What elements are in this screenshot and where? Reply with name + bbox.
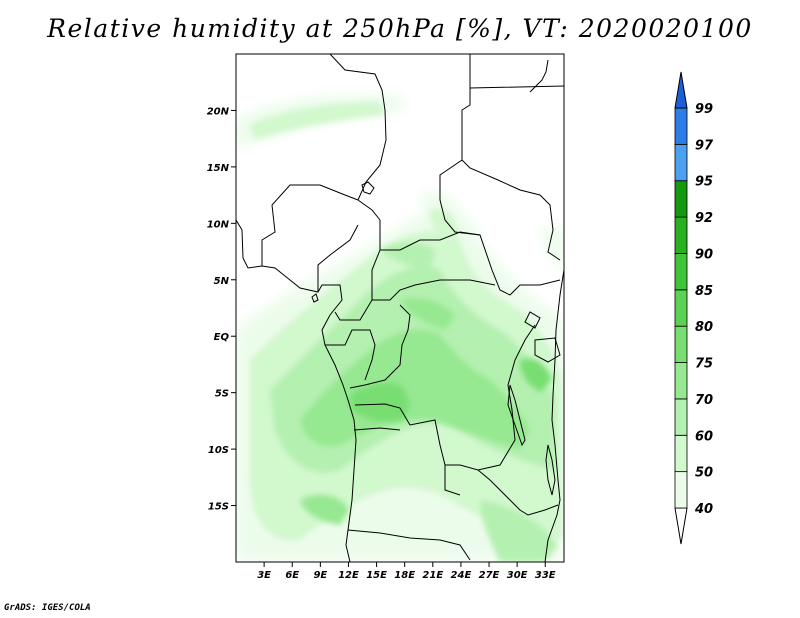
colorbar-level-label: 92 [695,211,713,226]
border-north [236,54,387,201]
colorbar-level-label: 60 [695,429,713,444]
colorbar-segment [674,216,688,254]
lake-malawi [545,444,556,496]
coastline-east [544,269,564,562]
lat-tick-label: 15N [207,163,230,174]
border-nigeria [261,184,359,292]
humidity-field [236,95,564,562]
colorbar-segment [674,289,688,327]
lon-tick-label: 24E [451,570,472,581]
colorbar-segment [674,434,688,473]
border-libya-egypt [439,54,481,236]
colorbar-level-label: 50 [695,466,713,481]
colorbar-segment [674,362,688,400]
border-chad-cameroon [334,199,381,321]
colorbar-segment [674,253,688,291]
colorbar-level-label: 99 [695,102,713,117]
lat-tick-label: 10N [207,219,230,230]
humidity-band-75 [350,358,552,422]
map-frame [235,53,565,563]
colorbar-segment [674,471,688,509]
border-namibia [347,529,471,561]
lat-tick-label: 10S [208,445,229,456]
lon-tick-label: 6E [285,570,299,581]
colorbar-segment [674,143,688,182]
colorbar-over-triangle [674,71,688,109]
colorbar-level-label: 97 [695,138,714,153]
lake-tanganyika [507,384,526,447]
lon-tick-label: 30E [507,570,528,581]
colorbar-level-label: 90 [695,247,713,262]
lon-tick-label: 33E [535,570,556,581]
colorbar-level-label: 85 [695,284,713,299]
lake-chad [361,181,375,195]
colorbar-level-label: 95 [695,175,713,190]
lake-victoria [534,337,561,363]
colorbar-segment [674,398,688,436]
border-angola-zambia [353,427,559,516]
lat-tick-label: 20N [207,106,230,117]
map-title: Relative humidity at 250hPa [%], VT: 202… [47,14,753,43]
border-sudan [461,85,564,261]
colorbar: 40 50 60 70 75 80 85 90 92 95 97 99 [674,71,714,545]
lon-tick-label: 27E [479,570,500,581]
longitude-axis: 3E 6E 9E 12E 15E 18E 21E 24E 27E 30E 33E [257,562,556,581]
coast-red-sea [529,59,549,93]
colorbar-segment [674,325,688,363]
lon-tick-label: 15E [366,570,387,581]
lat-tick-label: 5S [215,389,229,400]
lon-tick-label: 21E [422,570,443,581]
lon-tick-label: 3E [257,570,271,581]
border-drc [349,304,536,471]
lat-tick-label: 15S [208,502,229,513]
lake-albert [524,311,541,329]
colorbar-segment [674,180,688,218]
colorbar-under-triangle [674,507,688,545]
island-bioko [311,293,319,303]
humidity-band-70 [300,298,530,525]
latitude-axis: 20N 15N 10N 5N EQ 5S 10S 15S [207,106,236,513]
border-car-south [372,279,496,301]
border-car [380,231,561,296]
lon-tick-label: 9E [313,570,327,581]
lon-tick-label: 18E [394,570,415,581]
colorbar-level-label: 80 [695,320,713,335]
credit-label: GrADS: IGES/COLA [4,603,91,613]
colorbar-segment [674,107,688,145]
colorbar-level-label: 40 [694,502,713,517]
colorbar-level-label: 75 [695,357,713,372]
lon-tick-label: 12E [338,570,359,581]
colorbar-level-label: 70 [695,393,713,408]
boundaries [236,54,564,562]
border-gabon-congo [325,329,376,381]
lat-tick-label: EQ [214,332,230,343]
lat-tick-label: 5N [214,276,230,287]
